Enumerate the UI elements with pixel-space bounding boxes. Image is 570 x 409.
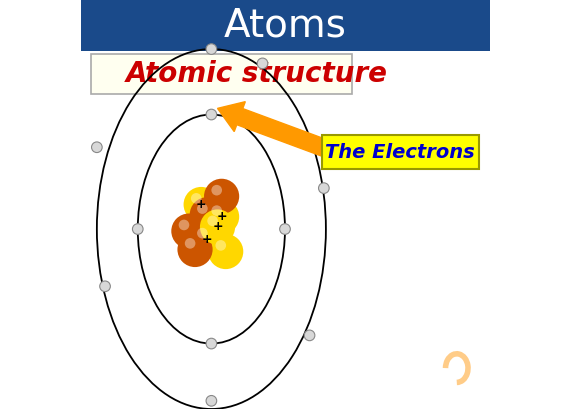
Text: Atomic structure: Atomic structure [125, 60, 388, 88]
Circle shape [257, 58, 268, 69]
Circle shape [319, 183, 329, 193]
Circle shape [178, 220, 189, 230]
Circle shape [172, 213, 206, 249]
Text: +: + [196, 198, 206, 211]
Circle shape [184, 187, 219, 222]
FancyBboxPatch shape [322, 135, 479, 169]
Circle shape [215, 240, 226, 251]
Circle shape [92, 142, 102, 153]
Circle shape [204, 179, 239, 214]
Circle shape [206, 44, 217, 54]
Circle shape [100, 281, 111, 292]
Circle shape [211, 185, 222, 196]
Text: +: + [216, 210, 227, 223]
Circle shape [206, 338, 217, 349]
Circle shape [206, 109, 217, 120]
Circle shape [206, 396, 217, 406]
Text: The Electrons: The Electrons [325, 143, 475, 162]
FancyArrow shape [218, 102, 331, 157]
Circle shape [208, 234, 243, 269]
Circle shape [211, 205, 222, 216]
Circle shape [207, 216, 218, 226]
Circle shape [204, 199, 239, 234]
Circle shape [190, 197, 225, 232]
FancyBboxPatch shape [80, 0, 490, 51]
Text: +: + [202, 233, 213, 246]
Circle shape [185, 238, 196, 249]
Circle shape [190, 222, 225, 257]
Circle shape [197, 203, 207, 214]
Circle shape [304, 330, 315, 341]
Circle shape [197, 228, 207, 238]
Text: Atoms: Atoms [223, 7, 347, 45]
Circle shape [177, 232, 213, 267]
Circle shape [191, 193, 202, 204]
Text: +: + [212, 220, 223, 234]
Circle shape [280, 224, 290, 234]
FancyBboxPatch shape [91, 54, 352, 94]
Circle shape [132, 224, 143, 234]
Circle shape [200, 209, 235, 245]
